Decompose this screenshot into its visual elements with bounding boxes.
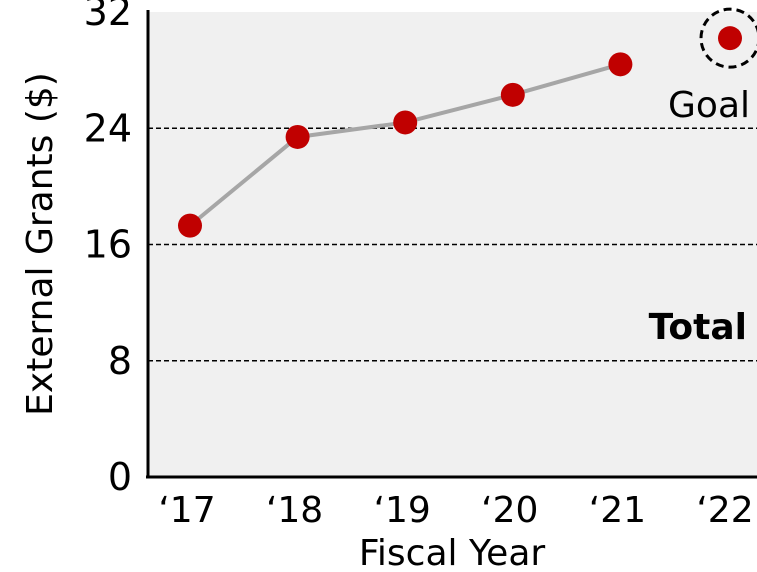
x-tick-label: ‘19 bbox=[374, 490, 431, 531]
y-axis-label: External Grants ($) bbox=[20, 72, 61, 416]
x-tick-label: ‘22 bbox=[696, 490, 753, 531]
x-tick-label: ‘17 bbox=[158, 490, 215, 531]
y-tick-label: 32 bbox=[84, 0, 132, 34]
data-point bbox=[393, 110, 418, 135]
x-tick-labels: ‘17 ‘18 ‘19 ‘20 ‘21 ‘22 bbox=[158, 490, 753, 531]
data-point bbox=[500, 82, 525, 107]
x-tick-label: ‘18 bbox=[266, 490, 323, 531]
x-axis-label: Fiscal Year bbox=[359, 533, 546, 572]
y-tick-label: 8 bbox=[108, 339, 132, 383]
y-tick-label: 24 bbox=[84, 106, 132, 150]
y-tick-label: 0 bbox=[108, 455, 132, 499]
x-tick-label: ‘21 bbox=[589, 490, 646, 531]
y-tick-label: 16 bbox=[84, 223, 132, 267]
goal-ring bbox=[699, 7, 757, 69]
gridlines bbox=[148, 127, 757, 362]
x-tick-label: ‘20 bbox=[481, 490, 538, 531]
goal-marker-group bbox=[699, 7, 757, 69]
total-annotation: Total bbox=[649, 307, 747, 348]
data-points bbox=[178, 52, 633, 238]
data-point bbox=[285, 124, 310, 149]
data-point bbox=[178, 213, 202, 238]
data-point bbox=[608, 52, 633, 77]
y-tick-labels: 0 8 16 24 32 bbox=[84, 0, 132, 499]
goal-point bbox=[718, 26, 742, 51]
goal-label: Goal bbox=[668, 85, 750, 126]
